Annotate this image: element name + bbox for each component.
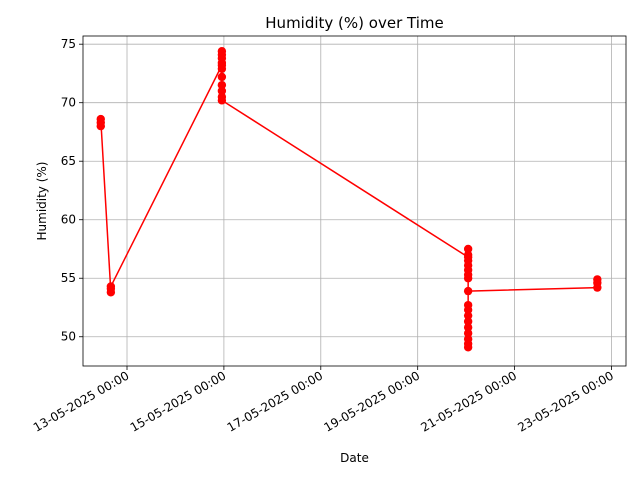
x-tick-label: 17-05-2025 00:00 bbox=[225, 368, 326, 434]
data-point bbox=[463, 250, 473, 260]
data-point bbox=[463, 244, 473, 254]
data-point bbox=[463, 311, 473, 320]
y-tick-label: 75 bbox=[61, 37, 76, 51]
y-axis-label: Humidity (%) bbox=[35, 162, 49, 241]
data-point bbox=[463, 343, 473, 352]
data-point bbox=[463, 329, 473, 338]
series-line bbox=[100, 51, 599, 348]
grid bbox=[83, 36, 626, 366]
data-point bbox=[463, 305, 473, 315]
data-point bbox=[96, 114, 105, 124]
y-tick-label: 55 bbox=[61, 271, 76, 285]
x-tick-label: 13-05-2025 00:00 bbox=[31, 368, 132, 434]
data-point bbox=[217, 64, 227, 73]
plot-frame bbox=[82, 35, 627, 367]
y-tick-label: 65 bbox=[61, 154, 76, 168]
data-point bbox=[463, 286, 473, 296]
x-tick-label: 23-05-2025 00:00 bbox=[515, 368, 616, 434]
data-point bbox=[217, 72, 227, 82]
series-humidity bbox=[96, 47, 602, 352]
y-tick-label: 50 bbox=[61, 330, 76, 344]
data-point bbox=[593, 275, 602, 284]
x-axis-label: Date bbox=[340, 451, 369, 465]
data-point bbox=[217, 58, 227, 68]
x-tick-label: 15-05-2025 00:00 bbox=[128, 368, 229, 434]
data-point bbox=[217, 86, 227, 96]
data-point bbox=[217, 80, 227, 90]
x-tick-label: 21-05-2025 00:00 bbox=[418, 368, 519, 434]
data-point bbox=[463, 317, 473, 326]
y-axis-ticks: 50 55 60 65 70 75 bbox=[61, 37, 83, 344]
chart-title: Humidity (%) over Time bbox=[265, 14, 443, 32]
data-point bbox=[217, 96, 227, 105]
y-tick-label: 60 bbox=[61, 213, 76, 227]
y-tick-label: 70 bbox=[61, 96, 76, 110]
data-point bbox=[463, 274, 473, 283]
x-tick-label: 19-05-2025 00:00 bbox=[322, 368, 423, 434]
data-point bbox=[106, 282, 116, 291]
data-point bbox=[463, 323, 473, 332]
